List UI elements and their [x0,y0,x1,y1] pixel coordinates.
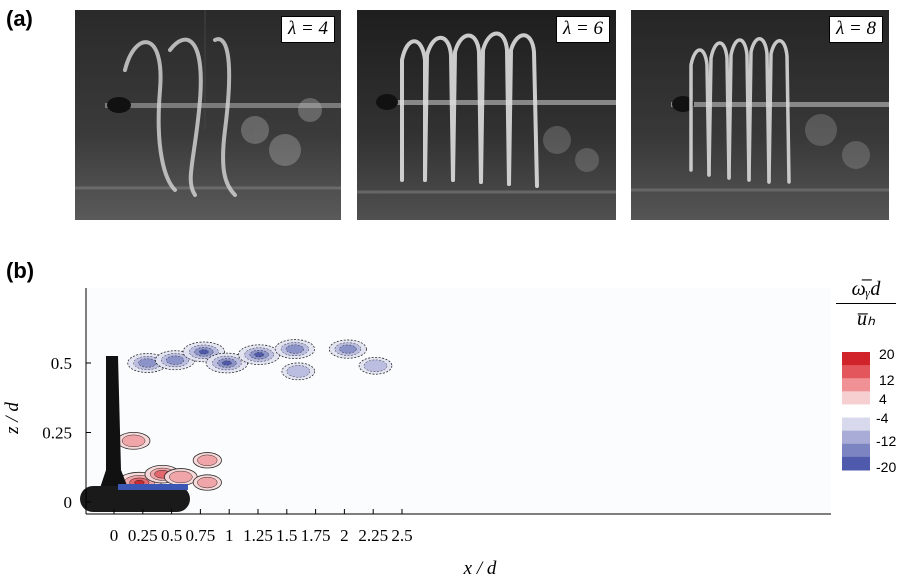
photo-image [631,10,889,220]
x-tick-label: 0.75 [186,526,216,545]
x-axis-label: x / d [463,558,497,579]
colorbar-swatch [842,417,870,432]
x-tick-label: 0 [110,526,119,545]
colorbar-title-numerator: ω̅ᵧd [836,278,896,304]
wake-photo-lambda-8: λ = 8 [631,10,889,220]
panel-b-label: (b) [6,258,35,283]
panel-a-label: (a) [6,6,33,31]
lambda-label: λ = 8 [828,16,883,43]
colorbar-title: ω̅ᵧd u̅ₕ [836,278,896,331]
y-tick-label: 0.25 [42,424,72,443]
tip-vortex-negative [205,352,249,374]
y-tick-label: 0.5 [51,354,72,373]
colorbar-swatch [842,443,870,458]
x-tick-label: 1.75 [301,526,331,545]
photo-image [357,10,616,220]
vortex-positive [192,452,222,469]
colorbar-tick-label: 20 [879,346,895,362]
colorbar-tick-label: -4 [876,410,889,426]
x-tick-label: 2.25 [358,526,388,545]
colorbar-title-denominator: u̅ₕ [856,308,876,330]
colorbar-swatch [842,352,870,366]
x-tick-label: 0.25 [128,526,158,545]
x-tick-label: 1 [225,526,234,545]
wake-photo-lambda-6: λ = 6 [357,10,616,220]
tip-vortex-negative [274,339,315,360]
colorbar-swatch [842,456,870,471]
colorbar-swatch [842,365,870,379]
colorbar-swatch [842,378,870,392]
tip-vortex-negative [358,356,393,375]
x-tick-label: 0.5 [161,526,182,545]
colorbar-tick-label: 4 [879,391,887,407]
colorbar-tick-label: -12 [876,433,897,449]
vortex-positive [164,468,198,486]
photo-image [75,10,341,220]
tip-vortex-negative [237,344,281,365]
colorbar-swatch [842,391,870,405]
y-ticks: 0 0.25 0.5 [42,354,91,512]
colorbar-tick-label: -20 [876,459,897,475]
colorbar-swatch [842,404,870,419]
x-tick-label: 2 [340,526,349,545]
x-tick-label: 1.25 [243,526,273,545]
colorbar-tick-label: 12 [879,372,895,388]
tip-vortex-negative [328,339,367,359]
wake-photo-lambda-4: λ = 4 [75,10,341,220]
x-tick-label: 1.5 [276,526,297,545]
vortex-positive [116,431,151,450]
vortex-layer [116,339,393,494]
y-tick-label: 0 [64,493,73,512]
vortex-positive [192,474,222,491]
lambda-label: λ = 6 [555,16,610,43]
lambda-label: λ = 4 [280,16,335,43]
y-axis-label: z / d [2,402,23,435]
turbine-model [80,356,190,512]
tip-vortex-negative [281,362,316,381]
x-tick-label: 2.5 [391,526,412,545]
colorbar-swatch [842,430,870,445]
x-ticks: 0 0.25 0.5 0.75 1 1.25 1.5 1.75 2 2.25 2.5 [110,509,413,545]
colorbar [842,352,870,471]
